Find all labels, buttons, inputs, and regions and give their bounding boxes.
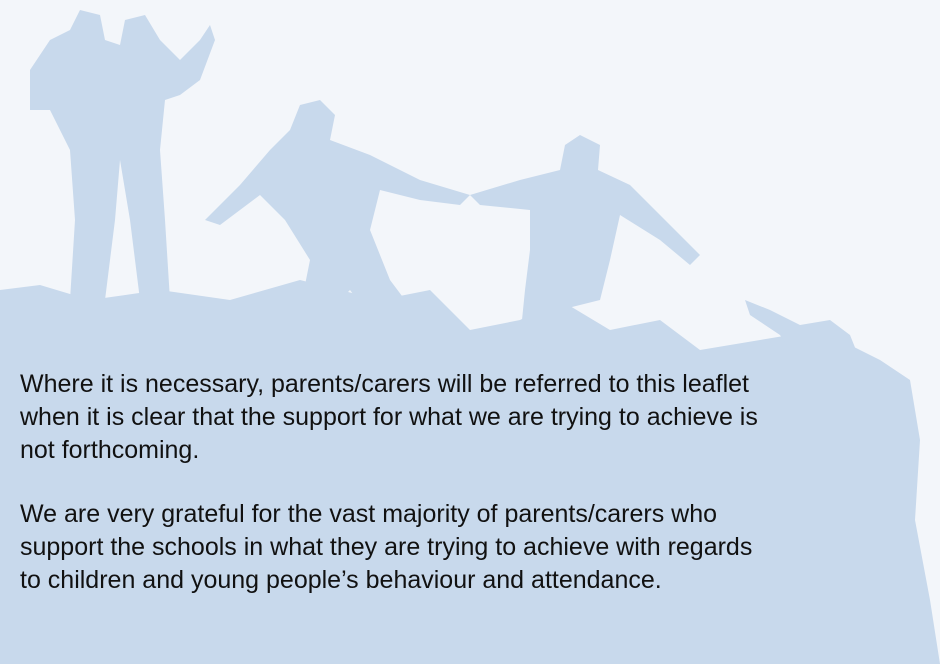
paragraph-line: support the schools in what they are try… bbox=[20, 531, 752, 564]
leaflet-page: Where it is necessary, parents/carers wi… bbox=[0, 0, 940, 664]
paragraph-line: We are very grateful for the vast majori… bbox=[20, 498, 717, 531]
paragraph-line: Where it is necessary, parents/carers wi… bbox=[20, 368, 749, 401]
paragraph-line: to children and young people’s behaviour… bbox=[20, 564, 662, 597]
paragraph-line: when it is clear that the support for wh… bbox=[20, 401, 758, 434]
paragraph-line: not forthcoming. bbox=[20, 434, 199, 467]
